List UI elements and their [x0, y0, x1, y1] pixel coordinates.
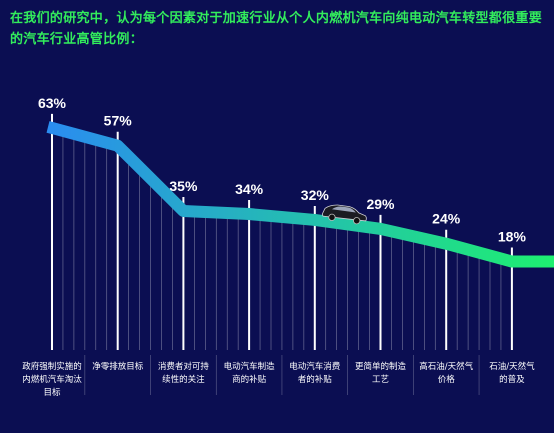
category-label: 高石油/天然气价格: [419, 361, 473, 385]
stem-lines: [51, 113, 513, 350]
electric-car-icon: [321, 204, 367, 225]
category-label-line: 消费者对可持: [158, 361, 210, 372]
value-label: 18%: [498, 229, 527, 245]
category-label-line: 更简单的制造: [355, 361, 407, 372]
chart-title: 在我们的研究中，认为每个因素对于加速行业从个人内燃机汽车向纯电动汽车转型都很重要…: [10, 11, 543, 47]
category-label-line: 商的补贴: [232, 374, 267, 385]
category-label-line: 目标: [43, 387, 61, 398]
category-label-line: 电动汽车消费: [289, 361, 341, 372]
value-label: 35%: [169, 178, 198, 194]
category-label: 消费者对可持续性的关注: [158, 361, 210, 385]
category-label-line: 高石油/天然气: [419, 361, 473, 372]
series-line: [46, 121, 554, 268]
category-label-line: 续性的关注: [162, 374, 205, 385]
category-label-line: 净零排放目标: [92, 361, 144, 372]
value-label: 57%: [104, 113, 133, 129]
value-label: 34%: [235, 181, 264, 197]
category-label-line: 内燃机汽车淘汰: [22, 374, 82, 385]
value-labels: 63% 57% 35% 34% 32% 29% 24% 18%: [38, 95, 526, 245]
category-label-line: 工艺: [372, 375, 389, 385]
category-label-line: 价格: [438, 374, 456, 385]
category-label-line: 的普及: [499, 374, 525, 385]
category-separators: [84, 355, 480, 395]
category-label: 石油/天然气的普及: [489, 361, 535, 385]
category-label-line: 石油/天然气: [489, 361, 535, 372]
value-label: 24%: [432, 211, 461, 227]
category-label: 净零排放目标: [92, 361, 144, 372]
category-label: 政府强制实施的内燃机汽车淘汰目标: [22, 361, 82, 398]
category-label: 电动汽车制造商的补贴: [224, 361, 276, 385]
category-label-line: 者的补贴: [298, 374, 333, 385]
category-label: 更简单的制造工艺: [355, 361, 407, 385]
value-label: 29%: [366, 196, 395, 212]
value-label: 32%: [301, 187, 330, 203]
value-label: 63%: [38, 95, 67, 111]
category-label: 电动汽车消费者的补贴: [289, 361, 341, 385]
category-label-line: 电动汽车制造: [224, 361, 276, 372]
category-label-line: 政府强制实施的: [22, 361, 82, 372]
